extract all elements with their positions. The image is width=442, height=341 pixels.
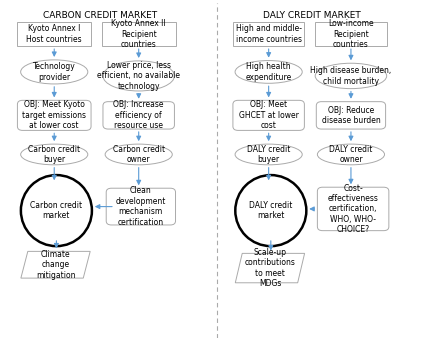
Text: DALY credit
market: DALY credit market — [249, 201, 293, 220]
Text: OBJ: Reduce
disease burden: OBJ: Reduce disease burden — [322, 106, 380, 125]
FancyBboxPatch shape — [17, 22, 91, 46]
Text: Technology
provider: Technology provider — [33, 62, 76, 81]
Text: High disease burden,
child mortality: High disease burden, child mortality — [310, 66, 392, 86]
Ellipse shape — [235, 61, 302, 83]
Text: Climate
change
mitigation: Climate change mitigation — [36, 250, 75, 280]
Polygon shape — [235, 253, 305, 283]
FancyBboxPatch shape — [102, 22, 175, 46]
Text: Carbon credit
buyer: Carbon credit buyer — [28, 145, 80, 164]
Polygon shape — [21, 251, 90, 278]
FancyBboxPatch shape — [17, 100, 91, 130]
Text: Scale-up
contributions
to meet
MDGs: Scale-up contributions to meet MDGs — [244, 248, 295, 288]
Text: High and middle-
income countries: High and middle- income countries — [236, 25, 301, 44]
Ellipse shape — [315, 63, 387, 89]
Text: Low-income
Recipient
countries: Low-income Recipient countries — [328, 19, 374, 49]
FancyBboxPatch shape — [233, 22, 305, 46]
Ellipse shape — [235, 175, 306, 246]
Ellipse shape — [21, 175, 92, 246]
Ellipse shape — [21, 144, 88, 165]
FancyBboxPatch shape — [317, 187, 389, 231]
Ellipse shape — [317, 144, 385, 165]
Text: DALY credit
owner: DALY credit owner — [329, 145, 373, 164]
Ellipse shape — [235, 144, 302, 165]
Text: Kyoto Annex I
Host countries: Kyoto Annex I Host countries — [27, 25, 82, 44]
Ellipse shape — [103, 61, 175, 91]
FancyBboxPatch shape — [315, 22, 387, 46]
Text: Lower price, less
efficient, no available
technology: Lower price, less efficient, no availabl… — [97, 61, 180, 91]
Text: DALY CREDIT MARKET: DALY CREDIT MARKET — [263, 11, 361, 20]
Text: High health
expenditure: High health expenditure — [245, 62, 292, 81]
Text: Carbon credit
owner: Carbon credit owner — [113, 145, 165, 164]
Text: Clean
development
mechanism
certification: Clean development mechanism certificatio… — [116, 187, 166, 227]
FancyBboxPatch shape — [316, 102, 385, 129]
Text: DALY credit
buyer: DALY credit buyer — [247, 145, 290, 164]
Text: OBJ: Meet Kyoto
target emissions
at lower cost: OBJ: Meet Kyoto target emissions at lowe… — [22, 101, 86, 130]
Ellipse shape — [105, 144, 172, 165]
Ellipse shape — [21, 60, 88, 84]
Text: CARBON CREDIT MARKET: CARBON CREDIT MARKET — [42, 11, 157, 20]
FancyBboxPatch shape — [103, 102, 175, 129]
Text: OBJ: Meet
GHCET at lower
cost: OBJ: Meet GHCET at lower cost — [239, 101, 299, 130]
Text: Carbon credit
market: Carbon credit market — [30, 201, 83, 220]
Text: Kyoto Annex II
Recipient
countries: Kyoto Annex II Recipient countries — [111, 19, 166, 49]
FancyBboxPatch shape — [106, 188, 175, 225]
Text: Cost-
effectiveness
certification,
WHO, WHO-
CHOICE?: Cost- effectiveness certification, WHO, … — [328, 184, 378, 234]
FancyBboxPatch shape — [233, 100, 305, 130]
Text: OBJ: Increase
efficiency of
resource use: OBJ: Increase efficiency of resource use — [114, 101, 164, 130]
